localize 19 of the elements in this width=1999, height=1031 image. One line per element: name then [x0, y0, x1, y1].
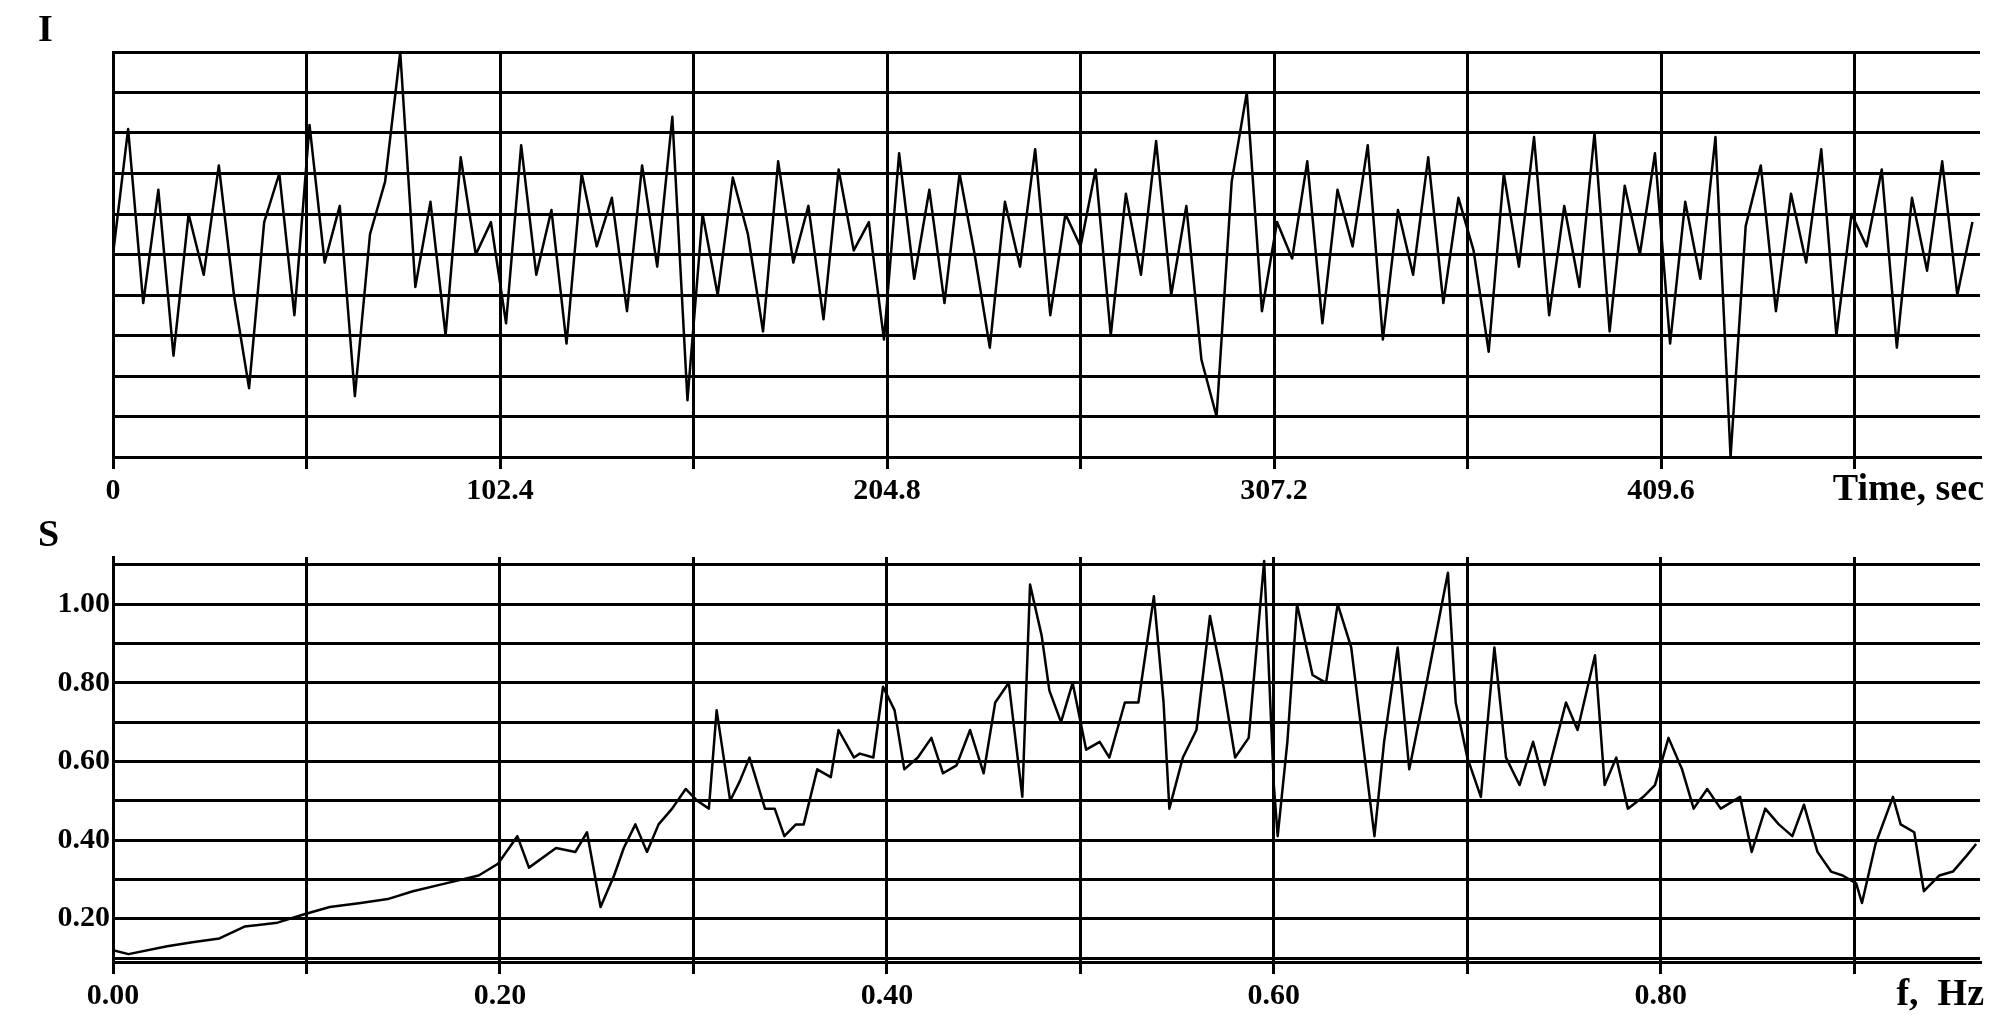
x-tick-label: 204.8: [853, 471, 921, 505]
x-tick-label: 0.20: [473, 976, 527, 1010]
x-tick-label: 102.4: [466, 471, 534, 505]
y-axis-title: I: [38, 6, 53, 49]
y-tick-label: 1.00: [57, 584, 110, 618]
y-tick-label: 0.20: [57, 899, 110, 933]
x-tick-label: 409.6: [1627, 471, 1695, 505]
x-tick-label: 0.80: [1634, 976, 1688, 1010]
y-tick-label: 0.40: [57, 820, 110, 854]
x-axis-title: f, Hz: [1896, 970, 1985, 1013]
x-tick-label: 0.00: [86, 976, 140, 1010]
x-axis-title: Time, sec: [1832, 465, 1984, 508]
x-tick-label: 0: [105, 471, 121, 505]
y-tick-label: 0.60: [57, 742, 110, 776]
x-tick-label: 307.2: [1240, 471, 1308, 505]
y-tick-label: 0.80: [57, 663, 110, 697]
y-axis-title: S: [38, 511, 60, 554]
x-tick-label: 0.40: [860, 976, 914, 1010]
x-tick-label: 0.60: [1247, 976, 1301, 1010]
